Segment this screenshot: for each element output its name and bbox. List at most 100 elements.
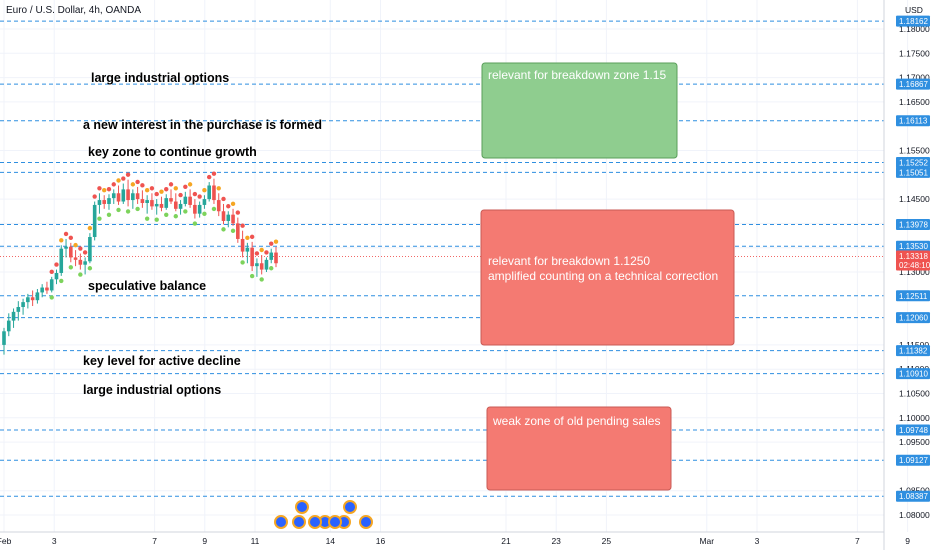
level-tag: 1.13530 — [896, 240, 930, 252]
y-tick-label: 1.08000 — [899, 510, 930, 520]
indicator-dot — [216, 186, 221, 191]
level-tag-bg — [896, 368, 930, 380]
level-tag: 1.15051 — [896, 166, 930, 178]
indicator-dot — [78, 246, 83, 251]
x-tick-label: 3 — [52, 536, 57, 546]
indicator-dot — [230, 201, 236, 207]
level-tag: 1.11382 — [896, 345, 930, 357]
indicator-dot — [121, 176, 126, 181]
zone-box — [486, 406, 672, 491]
level-tag-bg — [896, 78, 930, 90]
indicator-dot — [269, 241, 274, 246]
indicator-dot — [221, 196, 226, 202]
candle-body — [102, 200, 107, 204]
time-axis[interactable]: Feb379111416212325Mar379141621 — [0, 531, 932, 546]
indicator-dot — [245, 235, 250, 241]
candle-body — [231, 214, 235, 224]
level-tag-label: 1.12511 — [899, 292, 928, 301]
annotation: speculative balance — [88, 279, 206, 293]
candle-body — [49, 279, 54, 291]
indicator-dot — [164, 187, 169, 192]
level-tag: 1.12511 — [896, 290, 930, 302]
candle-body — [259, 263, 264, 270]
zones: relevant for breakdown zone 1.15 relevant… — [480, 62, 735, 491]
y-tick-label: 1.11500 — [899, 340, 929, 350]
candle-body — [116, 193, 121, 202]
level-tag-bg — [896, 166, 930, 178]
candle-body — [264, 259, 269, 270]
candle-body — [197, 204, 202, 214]
event-icon — [292, 515, 306, 529]
candle-body — [40, 287, 44, 293]
indicator-dot — [68, 265, 74, 270]
indicator-dot — [183, 209, 188, 214]
level-tag-label: 1.13530 — [899, 242, 928, 251]
x-tick-labels: Feb379111416212325Mar379141621 — [0, 536, 910, 546]
candle-body — [164, 198, 169, 208]
candle-body — [121, 189, 126, 202]
indicator-dot — [202, 188, 207, 193]
indicator-dot — [68, 235, 74, 241]
event-icon — [359, 515, 373, 529]
annotations: large industrial options a new interest i… — [83, 71, 322, 397]
annotation: key zone to continue growth — [88, 145, 257, 159]
indicator-dot — [135, 206, 140, 212]
indicator-dot — [173, 186, 178, 191]
indicator-dot — [211, 171, 217, 176]
indicator-dot — [240, 260, 245, 265]
candle-body — [16, 306, 21, 312]
level-tag: 1.15252 — [896, 157, 930, 169]
candle-body — [126, 189, 130, 201]
indicator-dot — [230, 228, 236, 234]
indicator-dot — [154, 217, 159, 222]
annotation: key level for active decline — [83, 354, 241, 368]
indicator-dot — [259, 277, 264, 282]
level-tag-bg — [896, 290, 930, 302]
level-tag-bg — [896, 345, 930, 357]
candle-body — [178, 203, 183, 209]
candle-body — [54, 272, 59, 280]
candle-body — [274, 252, 278, 264]
level-tag: 1.10910 — [896, 368, 930, 380]
candle-body — [64, 246, 68, 249]
y-tick-label: 1.17500 — [899, 48, 930, 58]
indicator-dot — [135, 179, 140, 185]
y-tick-label: 1.13000 — [899, 267, 930, 277]
candle-body — [207, 185, 211, 200]
x-tick-label: 9 — [202, 536, 207, 546]
economic-events — [274, 500, 373, 529]
indicator-dot — [111, 182, 116, 187]
candle-body — [154, 203, 159, 207]
candle-body — [73, 257, 78, 260]
y-tick-label: 1.18000 — [899, 24, 930, 34]
indicator-dot — [187, 182, 193, 187]
candles — [2, 178, 278, 355]
indicator-dot — [125, 209, 131, 214]
countdown-label: 02:48:10 — [899, 261, 931, 270]
price-axis[interactable]: 1.18000 1.17500 1.17000 1.16500 1.15500 1.145… — [883, 0, 931, 550]
candle-body — [183, 196, 188, 204]
indicator-dot — [92, 194, 97, 199]
level-tag: 1.09748 — [896, 424, 930, 436]
y-tick-label: 1.10500 — [899, 389, 930, 399]
indicator-dot — [144, 216, 150, 221]
zone-text: weak zone of old pending sales — [492, 414, 660, 428]
indicator-dot — [97, 216, 102, 221]
level-tag-label: 1.15051 — [899, 168, 928, 177]
level-tag: 1.08387 — [896, 490, 930, 502]
indicator-dot — [183, 184, 188, 190]
candle-body — [173, 201, 178, 209]
x-tick-label: 16 — [376, 536, 386, 546]
candle-body — [150, 200, 154, 207]
indicator-dot — [164, 212, 169, 217]
indicator-dots — [49, 171, 279, 300]
event-icon — [274, 515, 288, 529]
indicator-dot — [116, 207, 121, 213]
indicator-dot — [140, 183, 145, 188]
zone-text: relevant for breakdown zone 1.15 — [488, 68, 666, 82]
event-icon — [295, 500, 309, 514]
indicator-dot — [192, 221, 198, 226]
chart-title: Euro / U.S. Dollar, 4h, OANDA — [6, 5, 141, 16]
level-tag-bg — [896, 218, 930, 230]
candle-body — [226, 214, 231, 221]
